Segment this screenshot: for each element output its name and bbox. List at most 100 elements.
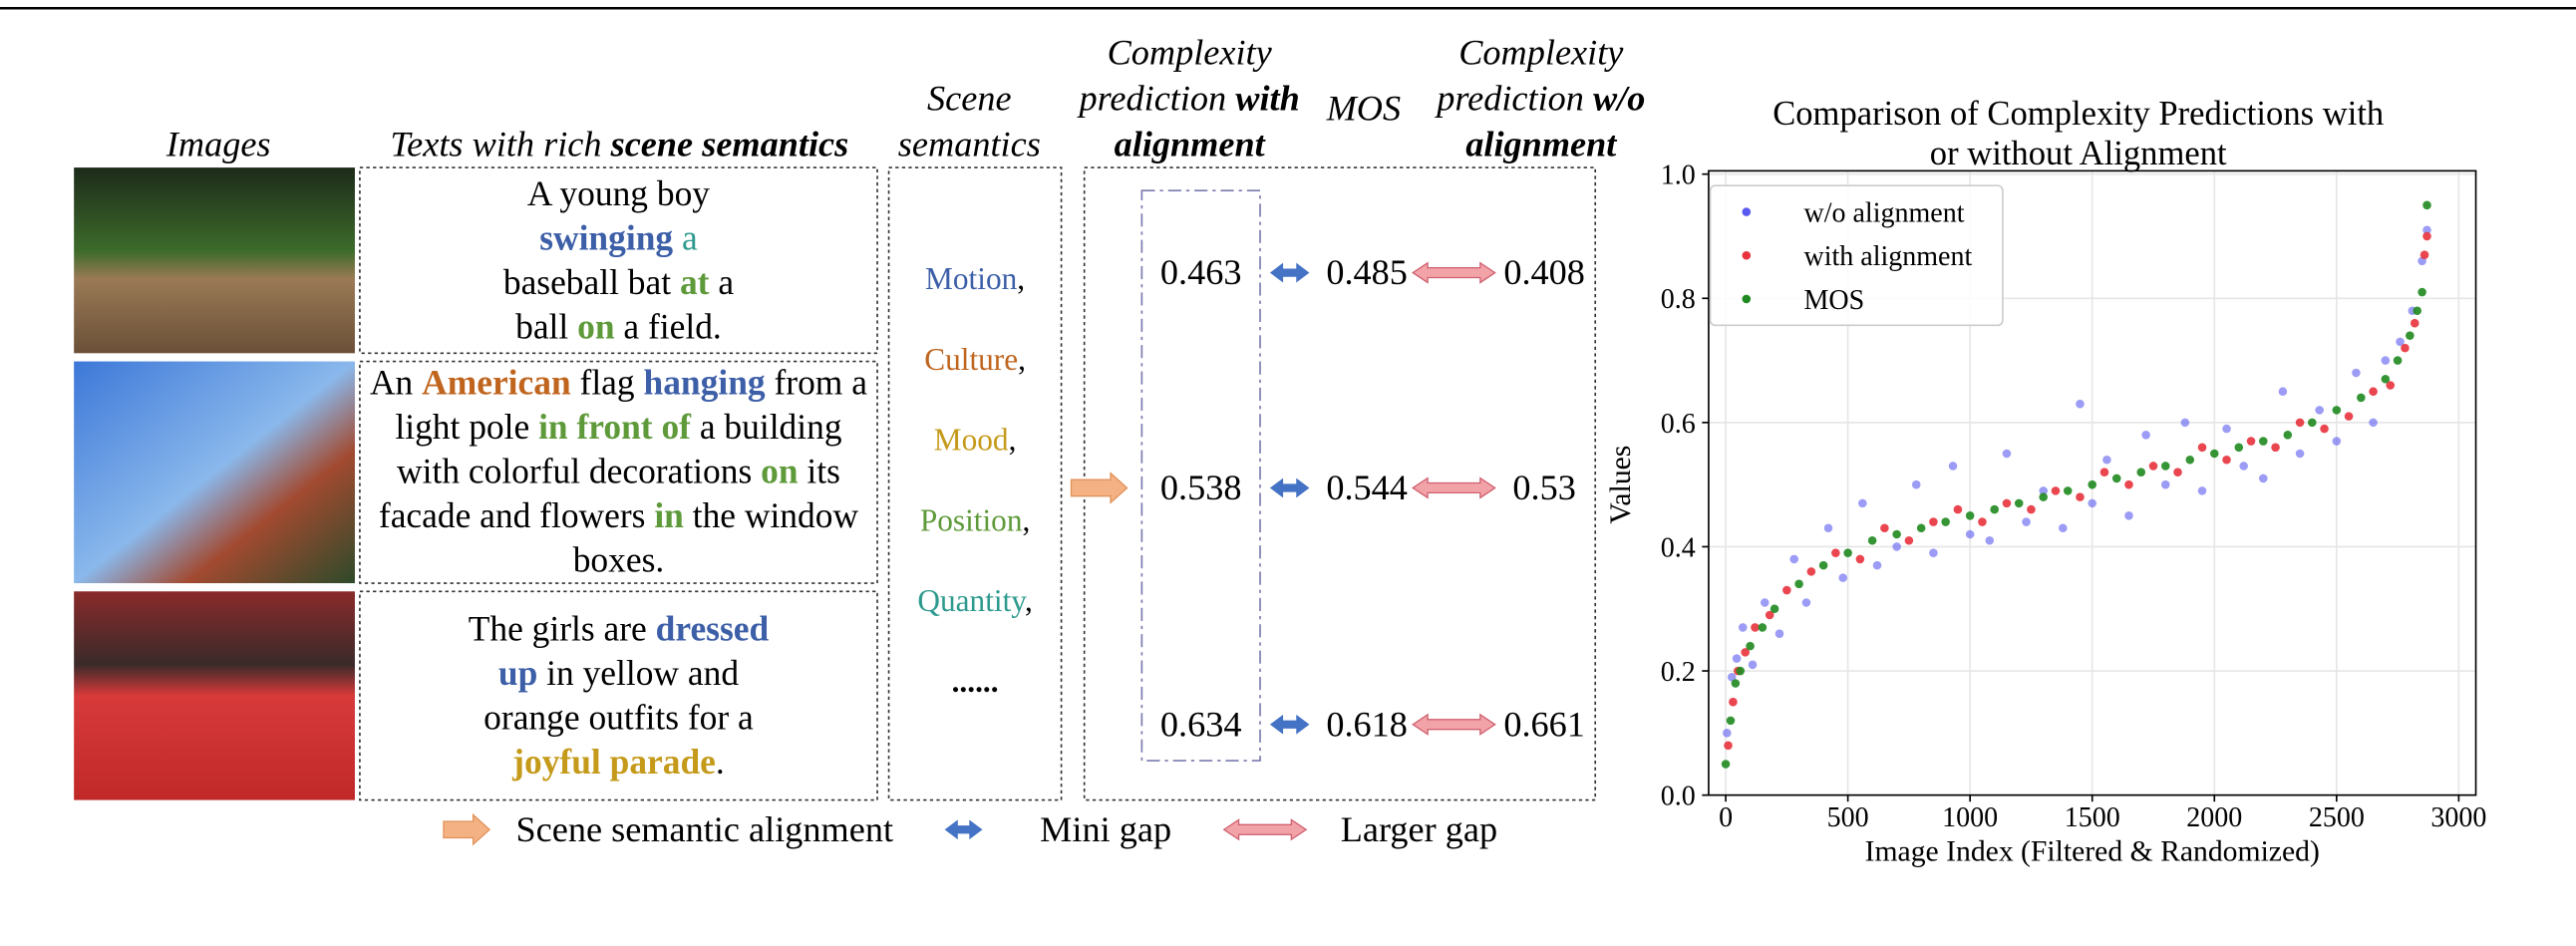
point	[1748, 660, 1758, 670]
text-run: in	[654, 495, 684, 536]
point	[1746, 641, 1755, 651]
point	[2222, 424, 2231, 434]
point	[2417, 287, 2426, 297]
point	[1770, 604, 1779, 614]
point	[2406, 331, 2415, 340]
y-tick-label: 0.0	[1661, 782, 1696, 812]
point	[1978, 517, 1987, 526]
text-run: on	[577, 306, 615, 346]
mini-gap-arrow	[1269, 714, 1310, 735]
point	[1985, 535, 1995, 545]
point	[1758, 623, 1768, 632]
point	[2369, 418, 2378, 428]
point	[2173, 468, 2182, 476]
point	[1741, 648, 1750, 657]
text-run: swinging	[539, 217, 674, 257]
point	[2088, 479, 2097, 489]
text-run: flag	[570, 363, 644, 403]
legend-label: w/o alignment	[1804, 197, 1965, 228]
point	[2369, 387, 2378, 397]
point	[1965, 511, 1975, 520]
text-run: a field.	[614, 306, 722, 346]
point	[2051, 486, 2061, 495]
text-run: Complexity prediction	[1079, 31, 1272, 119]
point	[2295, 418, 2305, 428]
point	[2197, 486, 2207, 495]
point	[1858, 498, 1867, 508]
legend-marker	[1742, 294, 1752, 304]
point	[2332, 406, 2342, 415]
y-tick-label: 0.8	[1661, 284, 1696, 315]
score: 0.408	[1503, 251, 1585, 293]
point	[2059, 523, 2068, 533]
point	[1838, 573, 1848, 582]
point	[1965, 529, 1975, 539]
text-run: scene semantics	[610, 123, 849, 164]
point	[2246, 437, 2256, 446]
text-run: ,	[1022, 503, 1031, 539]
image	[74, 167, 355, 354]
point	[2111, 473, 2121, 483]
semantic-item: Culture,	[889, 340, 1062, 383]
text-run: ......	[951, 665, 999, 701]
semantic-item: Motion,	[889, 259, 1062, 302]
text-run: in front of	[538, 407, 691, 448]
caption-text: The girls are dressed up in yellow and o…	[451, 607, 788, 785]
header: Scene semantics	[897, 77, 1041, 164]
legend-marker	[1742, 207, 1752, 216]
point	[2393, 356, 2403, 365]
point	[2222, 455, 2231, 465]
point	[1823, 523, 1833, 533]
text-run: at	[679, 261, 710, 302]
point	[2234, 443, 2244, 453]
point	[2422, 231, 2431, 241]
score: 0.618	[1326, 703, 1408, 745]
x-tick-label: 0	[1719, 802, 1733, 833]
point	[1732, 654, 1742, 663]
score: 0.485	[1326, 251, 1408, 293]
score: 0.661	[1503, 703, 1585, 745]
point	[2148, 462, 2158, 471]
point	[1731, 679, 1741, 688]
title-line: or without Alignment	[1930, 135, 2227, 172]
text-run: with alignment	[1114, 77, 1300, 164]
text-run: a	[681, 217, 698, 257]
y-axis-label: Values	[1605, 446, 1637, 524]
point	[2259, 473, 2268, 483]
point	[1892, 529, 1901, 539]
point	[1794, 579, 1803, 589]
point	[1911, 479, 1921, 489]
text-run: American	[422, 363, 571, 403]
point	[1736, 666, 1746, 676]
point	[1916, 523, 1926, 533]
point	[1801, 598, 1811, 607]
semantic-item: Mood,	[889, 421, 1062, 464]
title-line: Comparison of Complexity Predictions wit…	[1772, 95, 2384, 133]
caption-text: An American flag hanging from a light po…	[363, 362, 874, 583]
semantic-item: ......	[889, 662, 1062, 705]
text-run: hanging	[643, 363, 766, 403]
score: 0.463	[1159, 251, 1242, 293]
point	[2027, 504, 2036, 514]
point	[2396, 337, 2405, 347]
header: Texts with rich scene semantics	[348, 122, 890, 167]
text-run	[673, 217, 682, 257]
x-tick-label: 3000	[2430, 802, 2486, 833]
score: 0.544	[1326, 467, 1408, 508]
point	[1774, 629, 1784, 638]
text-run: Culture	[924, 343, 1019, 379]
score: 0.538	[1159, 467, 1242, 508]
point	[2197, 443, 2207, 453]
y-tick-label: 0.6	[1661, 409, 1696, 440]
text-run: in yellow and orange outfits for a	[483, 653, 754, 738]
point	[1904, 535, 1914, 545]
point	[2002, 449, 2012, 459]
point	[2413, 306, 2421, 316]
caption: An American flag hanging from a light po…	[360, 362, 877, 583]
point	[2063, 486, 2073, 495]
point	[1782, 585, 1791, 595]
mini-gap-arrow	[1269, 477, 1310, 498]
